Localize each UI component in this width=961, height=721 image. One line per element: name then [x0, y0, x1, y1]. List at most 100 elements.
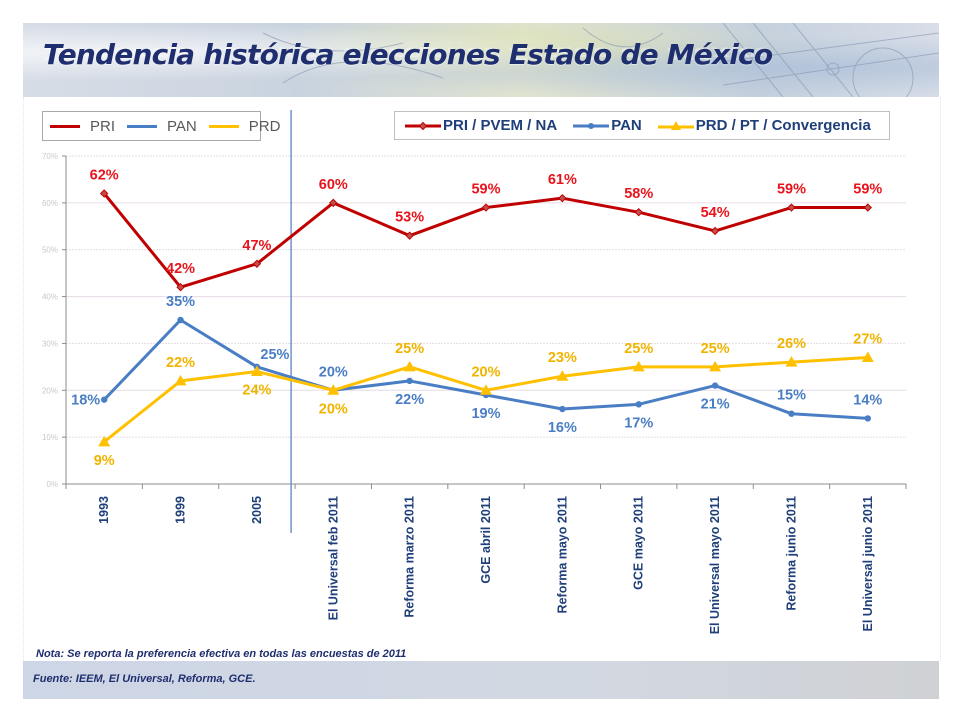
data-label: 20% [319, 401, 348, 417]
data-point-circle [177, 316, 184, 324]
legend-swatch-pan [127, 124, 158, 128]
y-tick-label: 70% [42, 152, 58, 161]
y-tick-label: 10% [42, 433, 58, 442]
x-category-label: El Universal feb 2011 [326, 496, 340, 620]
data-label: 62% [90, 167, 119, 183]
data-point-circle [635, 401, 642, 408]
series [98, 189, 874, 447]
data-point-diamond [863, 203, 873, 212]
x-category-label: El Universal junio 2011 [861, 496, 875, 632]
data-point-triangle [403, 360, 416, 372]
data-point-circle [406, 377, 413, 385]
data-label: 35% [166, 294, 195, 310]
data-label: 14% [853, 392, 882, 408]
data-labels: 62% 42% 47% 60% 53% 59% 61% 58% 54% 59% 59% 18% 35% 2… [71, 167, 882, 468]
data-label: 25% [624, 341, 653, 357]
legend-swatch-prd [208, 124, 239, 128]
data-point-triangle [632, 360, 645, 372]
data-label: 19% [471, 406, 500, 422]
data-point-diamond [634, 208, 643, 217]
source-text: Fuente: IEEM, El Universal, Reforma, GCE… [33, 673, 256, 685]
title-banner: Tendencia histórica elecciones Estado de… [23, 23, 939, 97]
axes: 0% 10% 20% 30% 40% 50% 60% 70% 1993 1999 2005 El Un… [42, 110, 907, 634]
y-tick-label: 40% [42, 293, 58, 302]
y-tick-label: 60% [42, 199, 58, 208]
diamond-marker-icon [405, 121, 441, 130]
banner-decoration [262, 23, 939, 97]
legend-label-prd-pt-conv: PRD / PT / Convergencia [695, 117, 871, 134]
legend-swatch-pri [50, 124, 80, 128]
data-point-diamond [329, 198, 338, 208]
legend-item-pri: PRI [50, 118, 115, 135]
x-category-label: 1993 [97, 496, 111, 524]
legend-label-pan-coalition: PAN [611, 117, 642, 134]
data-point-triangle [709, 360, 722, 372]
data-label: 58% [624, 186, 653, 202]
x-category-label: 1999 [174, 496, 188, 524]
note-text: Nota: Se reporta la preferencia efectiva… [36, 648, 407, 660]
data-label: 60% [319, 177, 348, 193]
triangle-marker-icon [657, 120, 694, 130]
data-label: 16% [548, 420, 577, 436]
data-label: 54% [701, 205, 730, 221]
data-label: 22% [395, 392, 424, 408]
data-label: 27% [853, 331, 882, 347]
data-point-diamond [481, 203, 491, 212]
x-category-label: Reforma junio 2011 [784, 496, 798, 611]
x-category-label: 2005 [250, 496, 264, 524]
legend-label-pan: PAN [167, 117, 197, 135]
data-label: 21% [701, 397, 730, 413]
data-point-circle [100, 396, 108, 403]
legend-label-pri: PRI [90, 117, 116, 135]
data-label: 59% [853, 182, 882, 198]
chart-panel [23, 97, 941, 661]
x-category-label: Reforma marzo 2011 [403, 496, 417, 618]
data-point-diamond [558, 193, 567, 203]
data-point-triangle [480, 384, 492, 395]
data-point-diamond [710, 226, 720, 236]
data-label: 53% [395, 210, 424, 226]
footer-band: Fuente: IEEM, El Universal, Reforma, GCE… [23, 661, 939, 699]
data-label: 42% [166, 261, 195, 277]
data-label: 17% [624, 415, 653, 431]
legend-label-prd: PRD [248, 117, 281, 135]
data-label: 26% [777, 336, 806, 352]
legend-item-prd-pt-conv: PRD / PT / Convergencia [657, 117, 871, 134]
x-category-label: GCE abril 2011 [479, 496, 493, 584]
legend-label-pri-pvem-na: PRI / PVEM / NA [443, 117, 558, 134]
x-category-label: Reforma mayo 2011 [555, 496, 569, 613]
data-point-circle [559, 405, 566, 413]
data-label: 59% [471, 182, 500, 198]
legend-item-pan: PAN [127, 118, 197, 135]
legend-item-prd: PRD [208, 117, 281, 135]
data-point-triangle [785, 356, 798, 367]
data-point-triangle [556, 370, 569, 381]
data-point-triangle [861, 351, 874, 362]
data-point-triangle [98, 435, 111, 447]
data-point-diamond [252, 259, 262, 268]
data-point-diamond [787, 203, 796, 212]
data-label: 59% [777, 182, 806, 198]
y-tick-label: 0% [46, 480, 58, 489]
data-label: 23% [548, 350, 577, 366]
data-label: 47% [242, 238, 271, 254]
data-point-diamond [176, 282, 185, 292]
y-tick-label: 30% [42, 339, 58, 348]
data-point-triangle [174, 374, 187, 386]
data-label: 61% [548, 172, 577, 188]
circle-marker-icon [573, 122, 610, 129]
x-category-label: GCE mayo 2011 [632, 496, 646, 590]
data-point-triangle [250, 365, 263, 377]
data-label: 9% [94, 453, 115, 469]
legend-item-pan-coalition: PAN [573, 117, 642, 134]
data-label: 20% [471, 364, 500, 380]
data-point-diamond [405, 231, 414, 240]
data-label: 25% [395, 341, 424, 357]
data-label: 24% [242, 383, 271, 399]
legend-parties: PRI PAN PRD [42, 111, 280, 141]
data-point-circle [788, 410, 795, 417]
data-label: 25% [260, 347, 289, 363]
y-tick-label: 50% [42, 246, 58, 255]
data-label: 15% [777, 388, 806, 404]
